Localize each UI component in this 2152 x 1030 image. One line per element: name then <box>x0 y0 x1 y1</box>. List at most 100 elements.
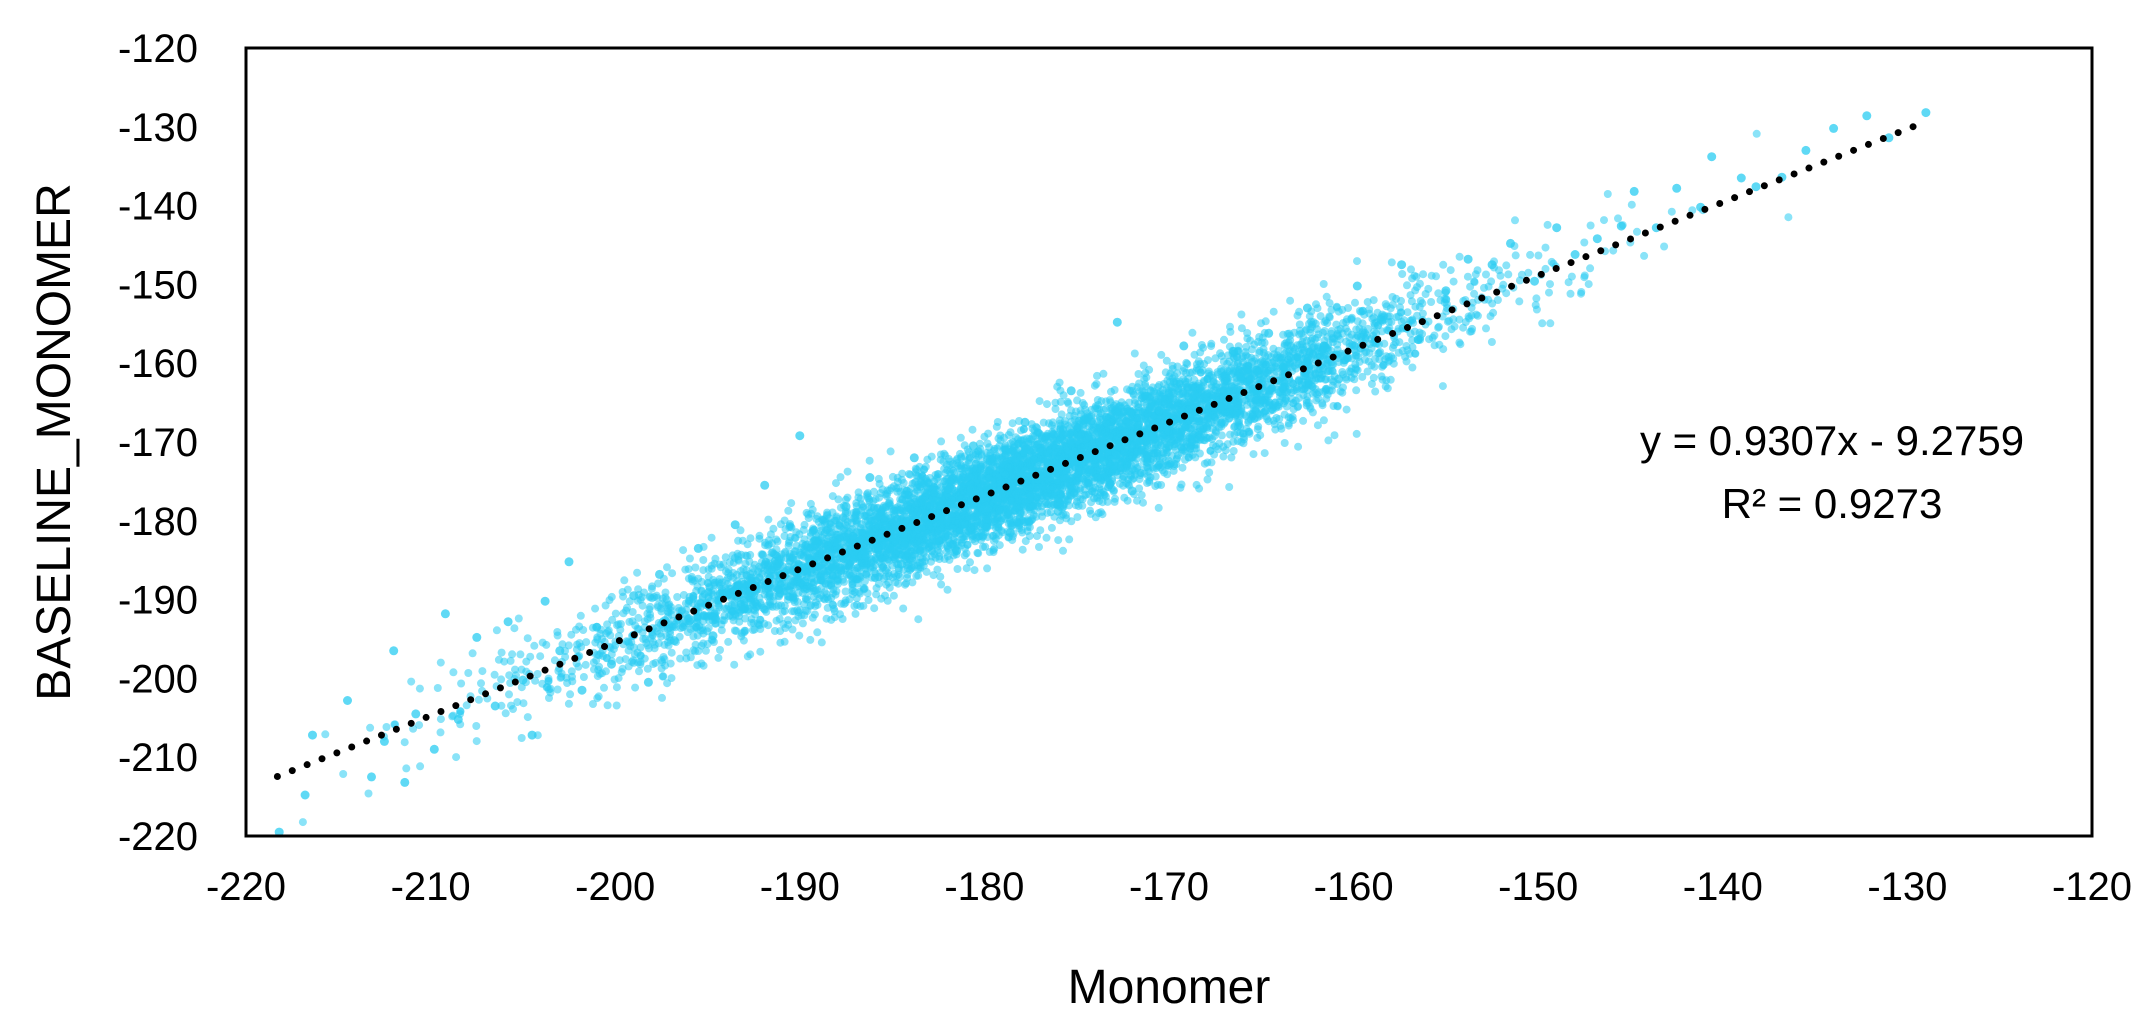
scatter-point <box>620 576 629 585</box>
scatter-point <box>714 653 723 662</box>
scatter-point <box>1280 439 1289 447</box>
scatter-point <box>1325 299 1334 308</box>
scatter-point <box>1345 367 1354 376</box>
scatter-point <box>676 654 685 663</box>
scatter-point <box>1097 508 1105 517</box>
scatter-point <box>1154 503 1163 512</box>
scatter-point <box>980 432 989 441</box>
scatter-point <box>1211 354 1220 363</box>
scatter-point <box>1293 311 1302 320</box>
scatter-point <box>575 639 584 648</box>
scatter-point <box>836 473 845 482</box>
scatter-point <box>1438 382 1447 391</box>
scatter-point <box>1047 523 1056 532</box>
scatter-point <box>1418 309 1427 318</box>
scatter-point <box>595 662 604 671</box>
scatter-point <box>1352 325 1361 334</box>
scatter-point <box>415 721 424 730</box>
scatter-point <box>1324 436 1333 445</box>
scatter-point <box>1498 284 1507 293</box>
scatter-point <box>776 638 785 647</box>
scatter-point <box>508 650 517 659</box>
scatter-point <box>684 565 693 574</box>
scatter-point <box>593 694 602 703</box>
scatter-point <box>558 640 567 649</box>
scatter-point <box>772 535 781 544</box>
scatter-point <box>339 770 348 778</box>
scatter-point <box>730 660 739 669</box>
scatter-point <box>1137 491 1146 500</box>
scatter-point <box>477 679 485 688</box>
scatter-point <box>635 667 643 676</box>
scatter-point <box>1145 365 1154 374</box>
scatter-point <box>1038 512 1046 521</box>
scatter-point <box>1577 288 1586 296</box>
scatter-point <box>538 679 547 688</box>
scatter-point <box>667 648 676 657</box>
scatter-point <box>1035 543 1043 551</box>
scatter-point <box>1358 372 1367 381</box>
scatter-point <box>756 647 765 656</box>
scatter-point <box>717 626 726 635</box>
scatter-point <box>1135 484 1144 493</box>
scatter-point <box>1039 418 1048 427</box>
scatter-point <box>513 698 522 707</box>
scatter-point <box>1120 493 1129 502</box>
scatter-point <box>666 659 675 668</box>
scatter-point <box>517 734 526 742</box>
scatter-point <box>612 701 621 710</box>
scatter-point <box>1036 526 1045 535</box>
scatter-point <box>864 596 873 605</box>
scatter-point <box>1197 341 1206 349</box>
scatter-point <box>943 585 952 594</box>
scatter-point <box>1470 289 1479 298</box>
scatter-point <box>1402 357 1411 366</box>
scatter-point <box>478 667 487 676</box>
scatter-point <box>668 569 677 578</box>
scatter-point <box>667 674 676 683</box>
scatter-point <box>1446 266 1455 275</box>
scatter-point <box>1667 207 1676 216</box>
scatter-point <box>780 516 789 525</box>
scatter-point <box>553 685 562 694</box>
scatter-point <box>501 709 510 718</box>
scatter-point <box>1282 402 1291 411</box>
scatter-point <box>1486 312 1495 321</box>
scatter-point <box>474 695 483 704</box>
scatter-point <box>449 668 458 677</box>
scatter-point <box>1021 537 1030 546</box>
scatter-point <box>739 565 748 574</box>
scatter-point <box>1125 398 1134 407</box>
scatter-point <box>1538 319 1547 328</box>
scatter-point <box>564 699 573 708</box>
scatter-point <box>1227 453 1236 462</box>
scatter-point <box>962 564 971 573</box>
scatter-point <box>1028 424 1037 433</box>
scatter-point <box>778 607 787 616</box>
scatter-point <box>1327 306 1336 314</box>
scatter-point <box>784 538 793 547</box>
scatter-point <box>1447 325 1456 334</box>
scatter-point <box>741 614 750 623</box>
scatter-point <box>1225 357 1234 366</box>
scatter-point <box>523 634 532 643</box>
scatter-point <box>1073 513 1082 522</box>
scatter-point <box>591 604 600 613</box>
scatter-point <box>505 671 514 680</box>
scatter-point <box>1299 416 1308 425</box>
scatter-point <box>933 565 942 574</box>
scatter-point <box>1430 341 1439 350</box>
scatter-point <box>795 631 804 640</box>
scatter-point <box>874 579 883 588</box>
scatter-point <box>1511 216 1519 225</box>
scatter-point <box>755 531 764 540</box>
scatter-point <box>533 670 542 678</box>
scatter-point <box>628 608 637 616</box>
scatter-point <box>1139 361 1148 370</box>
scatter-point <box>382 723 391 731</box>
scatter-point <box>472 737 481 746</box>
scatter-point <box>1546 319 1555 328</box>
scatter-point <box>1524 268 1533 277</box>
scatter-point <box>1584 280 1593 289</box>
scatter-point <box>468 649 477 658</box>
